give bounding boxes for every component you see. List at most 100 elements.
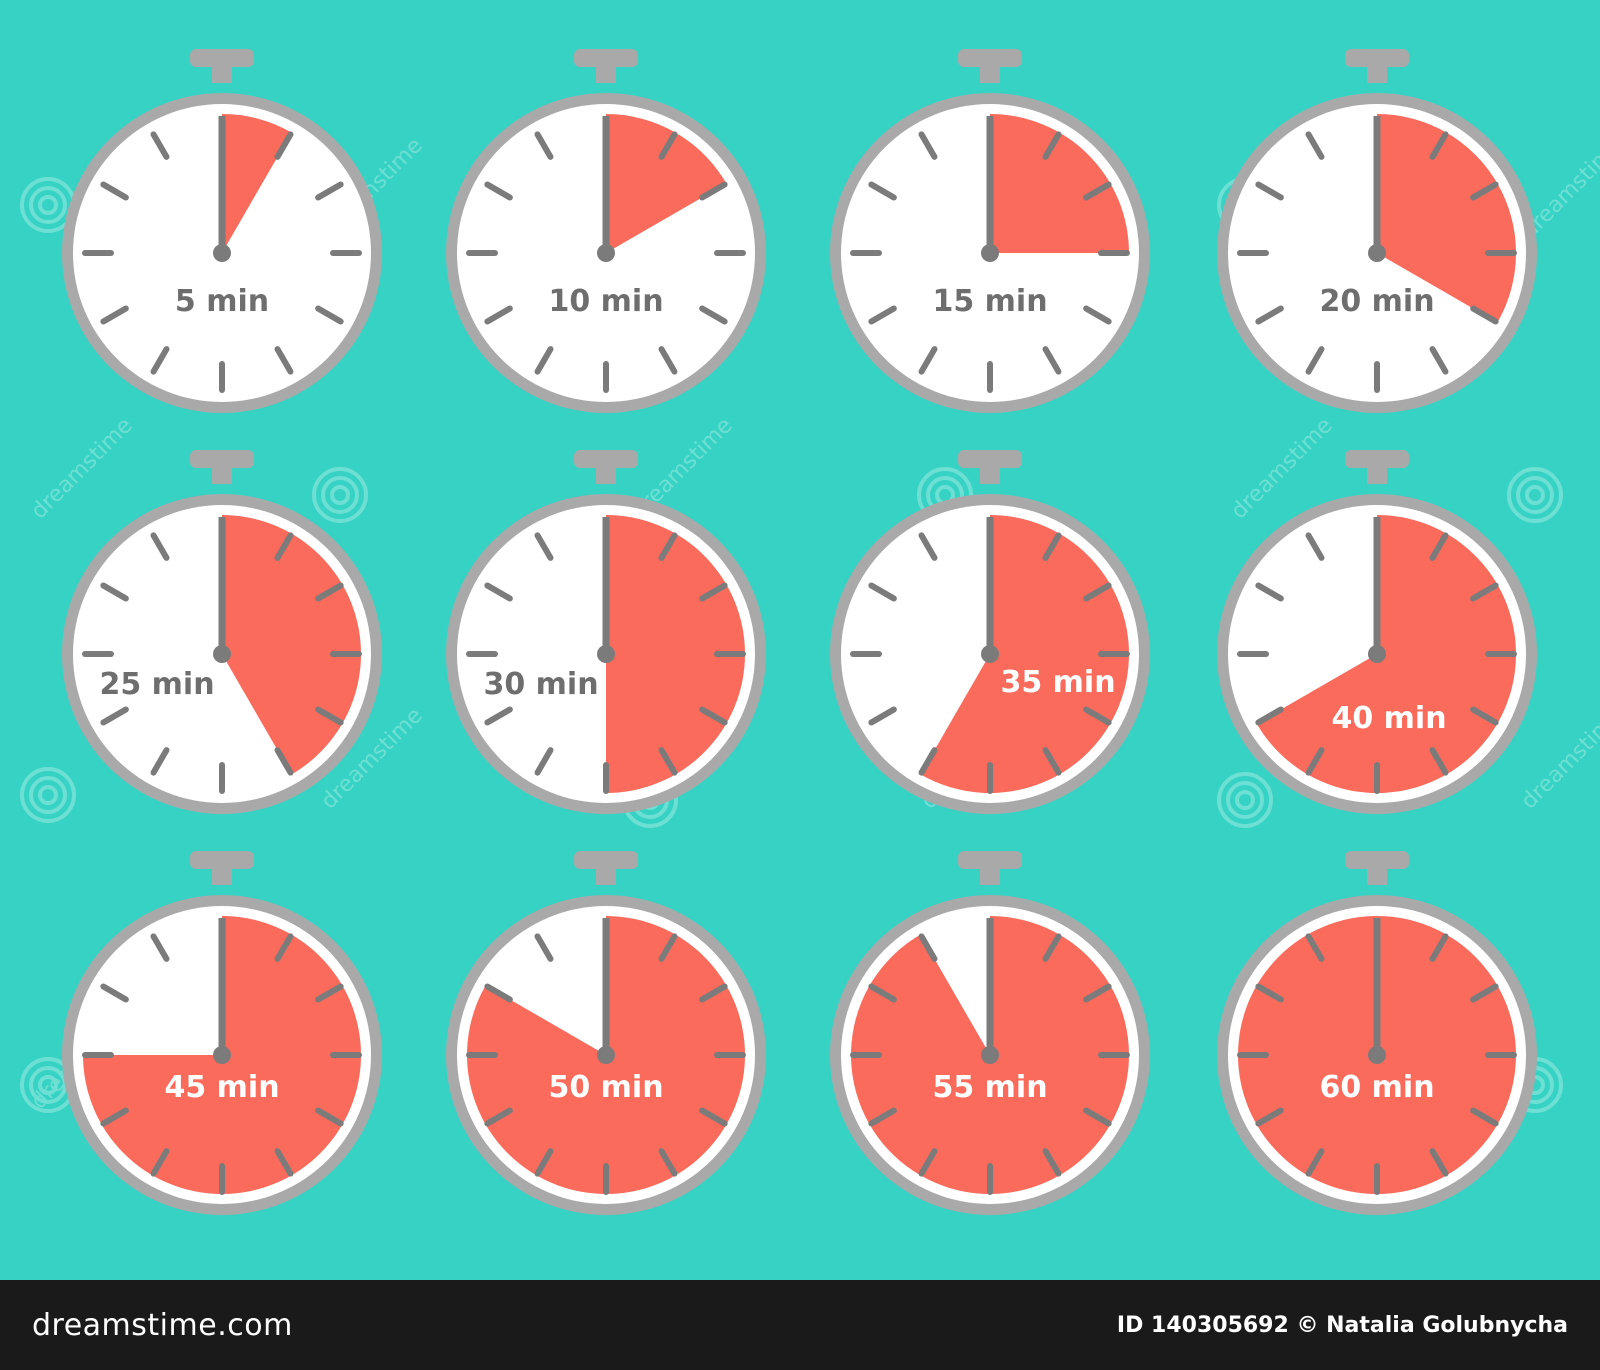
stopwatch-crown-button bbox=[1345, 851, 1409, 869]
tick-mark bbox=[1083, 983, 1112, 1003]
tick-mark bbox=[918, 131, 938, 160]
tick-mark bbox=[484, 305, 513, 325]
tick-mark bbox=[1083, 305, 1112, 325]
tick-mark bbox=[1470, 305, 1499, 325]
footer-brand: dreamstime.com bbox=[32, 1307, 293, 1343]
timer-label-45: 45 min bbox=[164, 1070, 279, 1105]
tick-mark bbox=[1470, 181, 1499, 201]
timer-label-20: 20 min bbox=[1319, 284, 1434, 319]
tick-mark bbox=[534, 532, 554, 561]
timer-label-50: 50 min bbox=[548, 1070, 663, 1105]
stopwatch-pivot bbox=[1368, 1046, 1386, 1064]
tick-mark bbox=[868, 983, 897, 1003]
footer-credit: ID 140305692 © Natalia Golubnycha bbox=[1116, 1312, 1568, 1338]
elapsed-sector bbox=[606, 114, 727, 253]
tick-mark bbox=[1429, 131, 1449, 160]
stopwatch-pivot bbox=[981, 645, 999, 663]
stopwatch-45: 45 min bbox=[62, 851, 382, 1215]
timer-label-10: 10 min bbox=[548, 284, 663, 319]
tick-mark bbox=[150, 131, 170, 160]
tick-mark bbox=[1470, 582, 1499, 602]
tick-mark bbox=[1305, 532, 1325, 561]
stopwatch-crown-stem bbox=[980, 865, 1000, 885]
tick-mark bbox=[1470, 706, 1499, 726]
tick-mark bbox=[315, 305, 344, 325]
stopwatch-5: 5 min bbox=[62, 49, 382, 413]
timer-label-40: 40 min bbox=[1331, 701, 1446, 736]
tick-mark bbox=[100, 582, 129, 602]
tick-mark bbox=[100, 305, 129, 325]
tick-mark bbox=[100, 1107, 129, 1127]
tick-mark bbox=[658, 532, 678, 561]
tick-mark bbox=[150, 933, 170, 962]
tick-mark bbox=[1429, 747, 1449, 776]
stopwatch-25: 25 min bbox=[62, 450, 382, 814]
tick-mark bbox=[1042, 933, 1062, 962]
stopwatch-crown-button bbox=[190, 851, 254, 869]
stopwatch-pivot bbox=[597, 1046, 615, 1064]
tick-mark bbox=[1429, 532, 1449, 561]
watermark-spiral-icon bbox=[1507, 467, 1563, 523]
tick-mark bbox=[274, 933, 294, 962]
tick-mark bbox=[1429, 933, 1449, 962]
timer-label-5: 5 min bbox=[175, 284, 269, 319]
tick-mark bbox=[1042, 346, 1062, 375]
watermark-spiral-icon bbox=[1217, 772, 1273, 828]
tick-mark bbox=[699, 706, 728, 726]
stopwatch-crown-button bbox=[190, 450, 254, 468]
tick-mark bbox=[1305, 346, 1325, 375]
stopwatch-20: 20 min bbox=[1217, 49, 1537, 413]
tick-mark bbox=[1255, 983, 1284, 1003]
stopwatch-pivot bbox=[1368, 244, 1386, 262]
tick-mark bbox=[658, 131, 678, 160]
tick-mark bbox=[699, 983, 728, 1003]
stopwatch-crown-stem bbox=[212, 865, 232, 885]
tick-mark bbox=[699, 582, 728, 602]
elapsed-sector bbox=[222, 114, 292, 253]
tick-mark bbox=[315, 1107, 344, 1127]
tick-mark bbox=[150, 747, 170, 776]
stopwatch-crown-stem bbox=[1367, 63, 1387, 83]
tick-mark bbox=[1470, 1107, 1499, 1127]
tick-mark bbox=[1255, 305, 1284, 325]
tick-mark bbox=[274, 131, 294, 160]
tick-mark bbox=[868, 305, 897, 325]
stopwatch-crown-stem bbox=[596, 63, 616, 83]
stopwatch-55: 55 min bbox=[830, 851, 1150, 1215]
tick-mark bbox=[918, 747, 938, 776]
elapsed-sector bbox=[1377, 114, 1517, 323]
tick-mark bbox=[484, 983, 513, 1003]
tick-mark bbox=[315, 582, 344, 602]
tick-mark bbox=[1255, 706, 1284, 726]
stopwatch-crown-button bbox=[958, 49, 1022, 67]
tick-mark bbox=[1429, 1148, 1449, 1177]
stopwatch-crown-stem bbox=[980, 63, 1000, 83]
tick-mark bbox=[699, 181, 728, 201]
tick-mark bbox=[1255, 1107, 1284, 1127]
stopwatch-pivot bbox=[213, 244, 231, 262]
stopwatch-crown-button bbox=[574, 450, 638, 468]
tick-mark bbox=[868, 181, 897, 201]
timer-label-15: 15 min bbox=[932, 284, 1047, 319]
tick-mark bbox=[658, 747, 678, 776]
elapsed-sector bbox=[1256, 515, 1516, 794]
stopwatch-pivot bbox=[597, 244, 615, 262]
stopwatch-pivot bbox=[1368, 645, 1386, 663]
tick-mark bbox=[484, 181, 513, 201]
timer-label-35: 35 min bbox=[1000, 665, 1115, 700]
tick-mark bbox=[658, 346, 678, 375]
stopwatch-crown-stem bbox=[980, 464, 1000, 484]
tick-mark bbox=[315, 983, 344, 1003]
stopwatch-crown-button bbox=[958, 851, 1022, 869]
tick-mark bbox=[1042, 532, 1062, 561]
stopwatch-50: 50 min bbox=[446, 851, 766, 1215]
elapsed-sector bbox=[222, 515, 362, 775]
tick-mark bbox=[699, 1107, 728, 1127]
stopwatch-crown-stem bbox=[212, 464, 232, 484]
stopwatch-pivot bbox=[213, 645, 231, 663]
tick-mark bbox=[484, 582, 513, 602]
stopwatch-35: 35 min bbox=[830, 450, 1150, 814]
stopwatch-pivot bbox=[597, 645, 615, 663]
timer-label-60: 60 min bbox=[1319, 1070, 1434, 1105]
